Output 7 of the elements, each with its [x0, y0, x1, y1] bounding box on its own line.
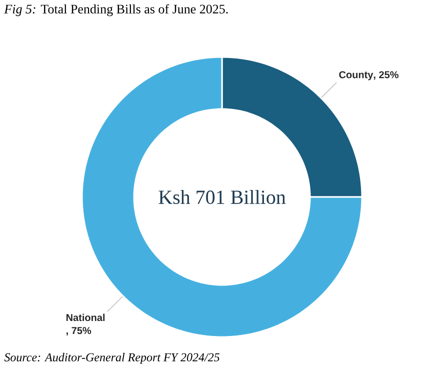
- slice-label: County: [339, 71, 374, 80]
- text: Ksh 701 Billion: [158, 190, 286, 204]
- chart-title: Fig 5: Total Pending Bills as of June 2025.: [4, 4, 228, 16]
- data-label: , 25%: [374, 71, 398, 80]
- slice-label: National: [66, 314, 105, 322]
- source-note: Source: Auditor-General Report FY 2024/25: [4, 352, 220, 364]
- data-label: , 75%: [66, 327, 92, 336]
